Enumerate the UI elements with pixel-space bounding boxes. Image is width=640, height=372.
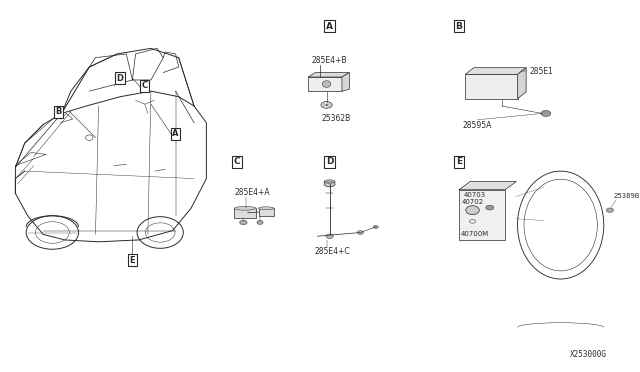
- Text: E: E: [130, 256, 135, 265]
- Text: B: B: [456, 22, 463, 31]
- Polygon shape: [465, 68, 526, 74]
- Ellipse shape: [234, 206, 256, 210]
- Ellipse shape: [326, 234, 333, 238]
- Polygon shape: [459, 182, 516, 190]
- Bar: [459, 190, 505, 240]
- Ellipse shape: [257, 221, 263, 224]
- Ellipse shape: [324, 180, 335, 183]
- Text: B: B: [55, 107, 61, 116]
- Text: 40700M: 40700M: [460, 231, 488, 237]
- Text: 285E4+B: 285E4+B: [311, 56, 347, 65]
- Text: 28595A: 28595A: [462, 121, 492, 130]
- Ellipse shape: [541, 110, 551, 116]
- Ellipse shape: [322, 81, 331, 87]
- Text: E: E: [456, 157, 462, 166]
- Text: D: D: [326, 157, 333, 166]
- Ellipse shape: [259, 207, 274, 210]
- Text: A: A: [172, 129, 179, 138]
- Text: 285E1: 285E1: [529, 67, 553, 76]
- Polygon shape: [518, 68, 526, 99]
- Polygon shape: [308, 73, 349, 77]
- Bar: [308, 77, 342, 91]
- Text: A: A: [326, 22, 333, 31]
- Text: 25362B: 25362B: [322, 114, 351, 123]
- Ellipse shape: [357, 231, 364, 234]
- Text: 285E4+C: 285E4+C: [314, 247, 350, 256]
- Text: 40703: 40703: [464, 192, 486, 198]
- Text: C: C: [141, 81, 148, 90]
- Text: C: C: [234, 157, 241, 166]
- Bar: [259, 208, 274, 216]
- Text: 40702: 40702: [462, 199, 484, 205]
- Text: D: D: [116, 74, 124, 83]
- Ellipse shape: [466, 206, 479, 215]
- Bar: [465, 74, 518, 99]
- Ellipse shape: [606, 208, 614, 212]
- Text: 285E4+A: 285E4+A: [234, 188, 269, 197]
- Bar: [234, 208, 256, 218]
- Ellipse shape: [373, 225, 378, 228]
- Ellipse shape: [239, 220, 247, 225]
- Ellipse shape: [486, 205, 494, 210]
- Text: X253000G: X253000G: [570, 350, 607, 359]
- Ellipse shape: [324, 182, 335, 187]
- Polygon shape: [342, 73, 349, 91]
- Text: 25389B: 25389B: [613, 193, 639, 199]
